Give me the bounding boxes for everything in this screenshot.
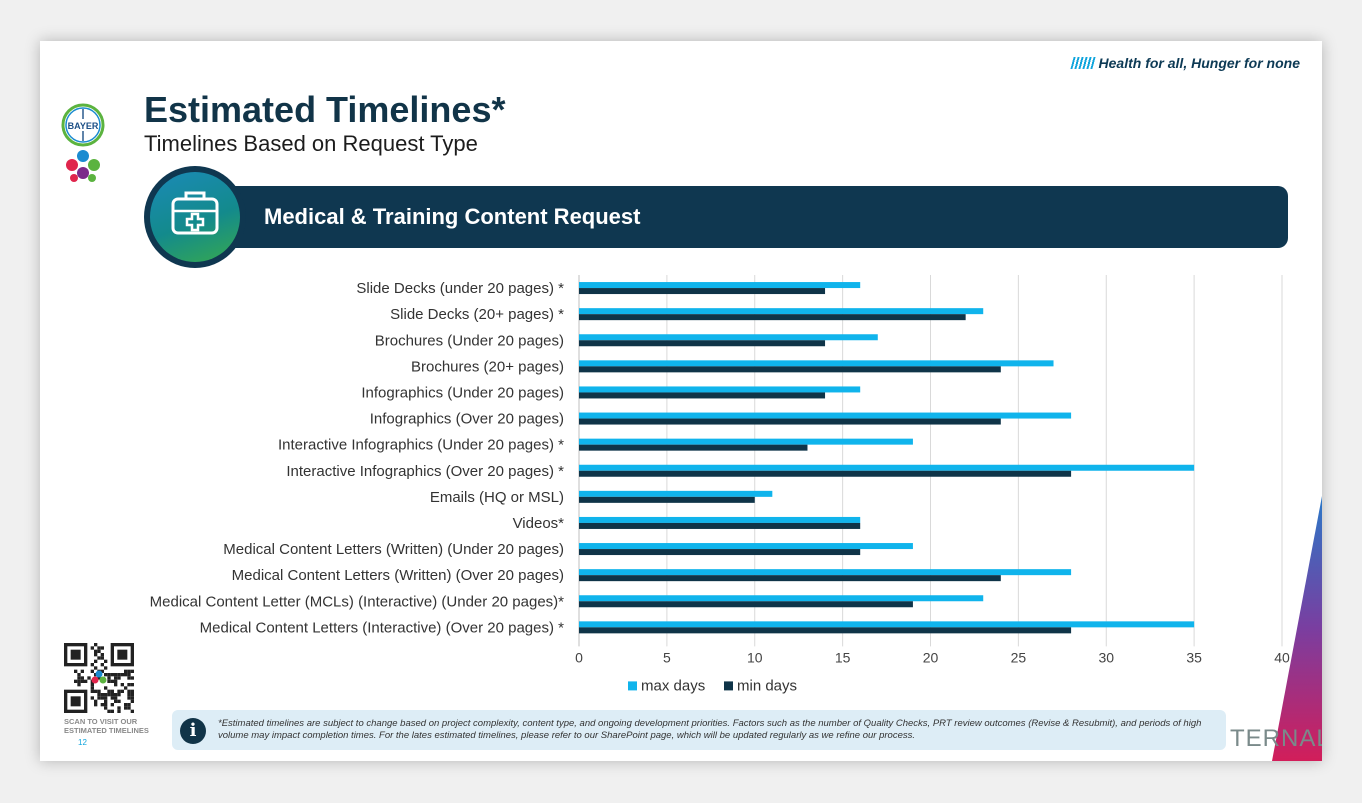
bar-min-days — [579, 392, 826, 399]
page-title: Estimated Timelines* — [144, 89, 506, 130]
disclaimer-text: *Estimated timelines are subject to chan… — [218, 718, 1202, 741]
bar-min-days — [579, 522, 861, 529]
x-tick-label: 5 — [663, 649, 671, 665]
banner-title: Medical & Training Content Request — [264, 204, 641, 229]
bar-min-days — [579, 496, 755, 503]
x-tick-label: 0 — [575, 649, 583, 665]
category-label: Slide Decks (under 20 pages) * — [356, 280, 564, 297]
category-label: Infographics (Under 20 pages) — [361, 384, 564, 401]
bar-max-days — [579, 360, 1054, 367]
x-tick-label: 25 — [1011, 649, 1027, 665]
category-label: Brochures (20+ pages) — [411, 358, 564, 375]
logo-text: BAYER — [68, 121, 99, 131]
legend-label: min days — [737, 677, 797, 694]
x-tick-label: 30 — [1098, 649, 1114, 665]
medical-kit-icon — [171, 191, 219, 235]
category-label: Brochures (Under 20 pages) — [375, 332, 564, 349]
bar-min-days — [579, 314, 966, 321]
bar-min-days — [579, 340, 826, 347]
category-label: Interactive Infographics (Under 20 pages… — [278, 437, 564, 454]
bar-min-days — [579, 549, 861, 556]
qr-caption: SCAN TO VISIT OUR ESTIMATED TIMELINES — [64, 717, 164, 735]
legend-swatch — [724, 681, 733, 691]
bar-max-days — [579, 438, 913, 445]
info-icon: i — [180, 718, 206, 744]
tagline-text: Health for all, Hunger for none — [1098, 55, 1300, 71]
bar-max-days — [579, 490, 773, 497]
bar-max-days — [579, 621, 1195, 628]
qr-code — [64, 643, 134, 713]
x-tick-label: 35 — [1186, 649, 1202, 665]
timeline-bar-chart: 0 5 10 15 20 25 30 35 40 Slide Decks (under 20 pa… — [150, 275, 1290, 694]
legend-label: max days — [641, 677, 705, 694]
category-label: Medical Content Letters (Written) (Over … — [232, 567, 564, 584]
bar-max-days — [579, 308, 984, 315]
corner-accent-graphic — [1272, 496, 1322, 761]
slide: Health for all, Hunger for none BAYER Es… — [40, 41, 1322, 761]
disclaimer-box: i *Estimated timelines are subject to ch… — [172, 710, 1226, 750]
bayer-logo: BAYER — [61, 103, 105, 182]
bar-max-days — [579, 412, 1072, 419]
bar-min-days — [579, 444, 808, 451]
bar-max-days — [579, 569, 1072, 576]
bar-max-days — [579, 543, 913, 550]
bar-max-days — [579, 334, 878, 341]
qr-caption-line2: ESTIMATED TIMELINES — [64, 726, 149, 735]
category-label: Emails (HQ or MSL) — [430, 489, 564, 506]
category-label: Medical Content Letter (MCLs) (Interacti… — [150, 593, 565, 610]
bar-min-days — [579, 575, 1001, 582]
bar-max-days — [579, 516, 861, 523]
qr-caption-line1: SCAN TO VISIT OUR — [64, 717, 138, 726]
category-label: Slide Decks (20+ pages) * — [390, 306, 564, 323]
category-label: Medical Content Letters (Written) (Under… — [223, 541, 564, 558]
x-tick-label: 20 — [923, 649, 939, 665]
category-label: Infographics (Over 20 pages) — [370, 411, 564, 428]
bar-max-days — [579, 464, 1195, 471]
x-tick-label: 15 — [835, 649, 851, 665]
section-banner: Medical & Training Content Request — [158, 186, 1288, 248]
classification-label: TERNAL — [1230, 725, 1322, 752]
category-label: Medical Content Letters (Interactive) (O… — [200, 619, 564, 636]
tagline: Health for all, Hunger for none — [1069, 55, 1300, 71]
bar-min-days — [579, 288, 826, 295]
bar-max-days — [579, 386, 861, 393]
x-tick-label: 40 — [1274, 649, 1290, 665]
page-subtitle: Timelines Based on Request Type — [144, 131, 478, 156]
bar-min-days — [579, 601, 913, 608]
category-label: Videos* — [513, 515, 565, 532]
bar-max-days — [579, 282, 861, 289]
category-label: Interactive Infographics (Over 20 pages)… — [286, 463, 564, 480]
legend-swatch — [628, 681, 637, 691]
bar-min-days — [579, 627, 1072, 634]
bar-min-days — [579, 418, 1001, 425]
bar-min-days — [579, 366, 1001, 373]
bar-max-days — [579, 595, 984, 602]
page-number: 12 — [78, 738, 87, 747]
bar-min-days — [579, 470, 1072, 477]
banner-badge — [144, 166, 246, 268]
x-tick-label: 10 — [747, 649, 763, 665]
